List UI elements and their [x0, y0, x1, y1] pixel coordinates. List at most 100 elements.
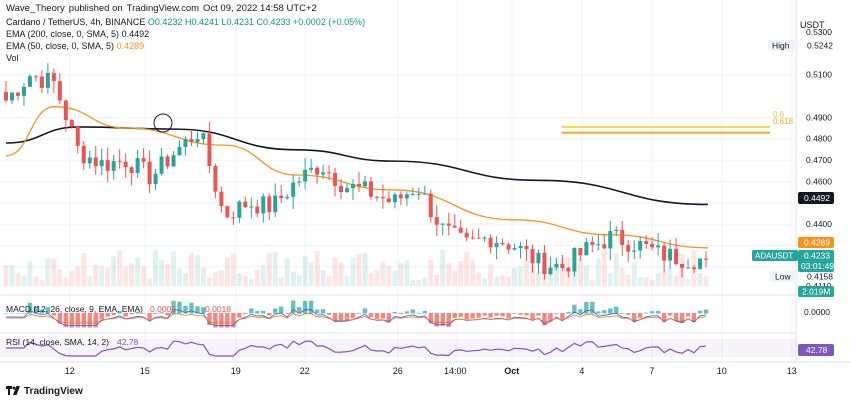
volume-bar: [15, 273, 21, 286]
macd-bar: [530, 313, 535, 320]
candle-body: [410, 193, 415, 195]
volume-bar: [3, 265, 9, 286]
symbol-line[interactable]: Cardano / TetherUS, 4h, BINANCE O0.4232 …: [6, 17, 365, 28]
macd-bar: [171, 300, 176, 314]
macd-bar: [524, 313, 529, 316]
candle-body: [524, 245, 529, 250]
volume-bar: [314, 251, 320, 286]
macd-bar: [147, 313, 152, 321]
macd-bar: [410, 309, 416, 314]
candle-body: [63, 100, 68, 121]
candle-body: [644, 241, 649, 244]
fib-levels[interactable]: [562, 125, 770, 134]
volume-bar: [230, 252, 236, 286]
volume-bar: [284, 258, 290, 286]
volume-bar: [386, 266, 392, 286]
macd-bar: [356, 313, 362, 314]
time-axis-ticks: 12 15 19 22 26 14:00 Oct 4 7 10 13: [65, 366, 797, 376]
time-tick: 14:00: [444, 366, 467, 376]
macd-bar: [506, 313, 511, 319]
candle-body: [339, 185, 344, 193]
macd-bar: [512, 313, 517, 314]
candle-body: [111, 161, 116, 171]
candle-body: [440, 223, 445, 225]
macd-bar: [590, 301, 595, 314]
macd-bar: [141, 313, 146, 314]
volume-bar: [577, 258, 583, 286]
candle-body: [554, 263, 559, 268]
macd-bar: [296, 307, 302, 314]
macd-bar: [237, 313, 242, 318]
volume-bar: [344, 275, 350, 286]
volume-bar: [75, 266, 81, 286]
candle-body: [153, 173, 158, 185]
volume-bar: [655, 272, 661, 286]
candle-body: [704, 258, 708, 260]
candle-body: [225, 206, 230, 218]
ema50-legend[interactable]: EMA (50, close, 0, SMA, 5) 0.4289: [6, 41, 144, 52]
author[interactable]: Wave_Theory: [6, 3, 65, 14]
candle-body: [578, 248, 583, 256]
fib-label-0: 0.6: [773, 110, 785, 119]
volume-bar: [649, 279, 655, 286]
volume-legend[interactable]: Vol: [6, 53, 19, 64]
candle-body: [380, 196, 385, 199]
volume-label: Vol: [6, 53, 19, 63]
macd-bar: [3, 313, 9, 314]
volume-bar: [182, 273, 188, 286]
volume-bar: [308, 262, 314, 286]
volume-bar: [643, 277, 649, 286]
ema200-tag: 0.4492: [798, 192, 834, 204]
macd-bar: [614, 306, 619, 314]
macd-bar: [632, 313, 637, 322]
volume-bars: [3, 250, 709, 286]
macd-bar: [314, 309, 320, 314]
volume-bar: [332, 257, 338, 286]
volume-tag: 2.019M: [798, 286, 834, 297]
volume-bar: [440, 250, 446, 286]
macd-bar: [33, 306, 39, 314]
macd-bar: [649, 311, 655, 314]
fib-tags: 0.6 0.618: [773, 110, 794, 126]
macd-bar: [440, 313, 445, 327]
candle-body: [398, 194, 403, 199]
macd-bar: [626, 313, 631, 315]
candle-body: [195, 139, 200, 143]
volume-bar: [296, 275, 302, 286]
candle-body: [15, 92, 20, 96]
candle-body: [165, 156, 170, 167]
ema200-tag-value: 0.4492: [804, 193, 830, 203]
volume-bar: [529, 266, 535, 286]
volume-bar: [99, 266, 105, 286]
ema200-legend[interactable]: EMA (200, close, 0, SMA, 5) 0.4492: [6, 29, 149, 40]
volume-bar: [685, 279, 691, 286]
volume-bar: [39, 279, 45, 286]
macd-zero: 0.0000: [804, 307, 830, 317]
ohlc-values: O0.4232 H0.4241 L0.4231 C0.4233 +0.0002 …: [147, 17, 366, 27]
high-label: High: [772, 41, 790, 51]
macd-bar: [93, 313, 98, 328]
volume-bar: [553, 256, 559, 286]
volume-bar: [428, 259, 434, 286]
time-tick: 13: [787, 366, 797, 376]
volume-bar: [619, 267, 625, 286]
volume-bar: [512, 267, 518, 286]
candle-body: [632, 250, 637, 252]
volume-bar: [470, 259, 476, 286]
macd-bar: [255, 311, 260, 314]
volume-bar: [159, 259, 165, 286]
candle-body: [356, 183, 361, 187]
macd-bar: [673, 313, 679, 321]
volume-bar: [673, 275, 679, 286]
candle-body: [27, 76, 32, 87]
volume-bar: [631, 262, 637, 286]
macd-bar: [302, 301, 308, 314]
macd-bar: [655, 310, 661, 314]
volume-bar: [165, 264, 171, 286]
volume-bar: [524, 259, 530, 286]
price-tick: 0.4800: [806, 134, 832, 144]
tradingview-brand[interactable]: TradingView: [6, 386, 83, 397]
volume-bar: [51, 258, 57, 286]
platform[interactable]: TradingView.com: [126, 3, 200, 14]
